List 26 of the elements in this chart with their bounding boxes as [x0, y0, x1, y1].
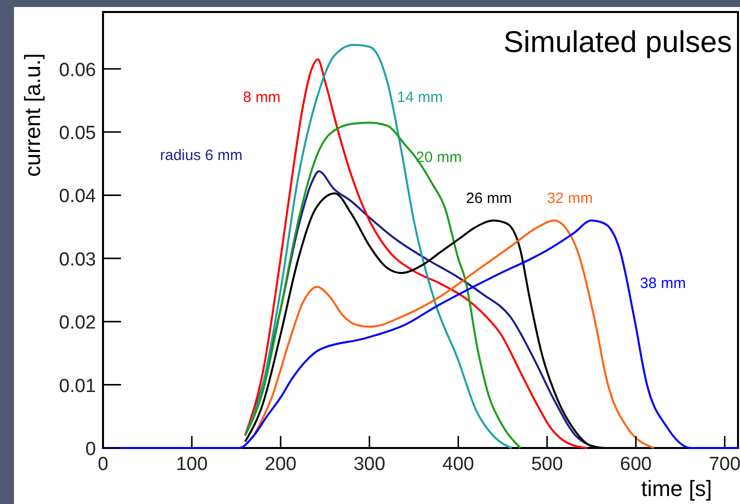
series-label: 32 mm: [547, 190, 593, 207]
text: radius 6 mm: [160, 147, 243, 164]
y-tick-label: 0.01: [59, 376, 96, 397]
line-series: [252, 220, 655, 449]
series-label: 14 mm: [397, 89, 443, 106]
y-tick-label: 0.06: [59, 60, 96, 81]
x-tick-label: 200: [264, 454, 296, 475]
y-axis-title: current [a.u.]: [20, 53, 45, 177]
series-label: 38 mm: [640, 275, 686, 292]
y-tick-label: 0.05: [59, 123, 96, 144]
line-series: [244, 122, 522, 449]
series-label: 8 mm: [243, 89, 280, 106]
y-tick-label: 0.02: [59, 312, 96, 334]
y-tick-label: 0.03: [59, 249, 96, 270]
x-tick-label: 400: [442, 454, 474, 475]
x-tick-label: 100: [176, 454, 208, 475]
line-series: [102, 220, 739, 449]
x-tick-label: 600: [620, 454, 652, 475]
x-tick-label: 300: [354, 454, 386, 475]
series-label: 26 mm: [466, 190, 512, 207]
text: Simulated pulses: [504, 26, 732, 59]
x-tick-label: 500: [531, 454, 563, 475]
y-tick-label: 0.04: [59, 186, 96, 208]
x-axis-title: time [s]: [641, 476, 712, 501]
x-tick-label: 700: [708, 454, 740, 475]
y-tick-label: 0: [85, 439, 96, 460]
